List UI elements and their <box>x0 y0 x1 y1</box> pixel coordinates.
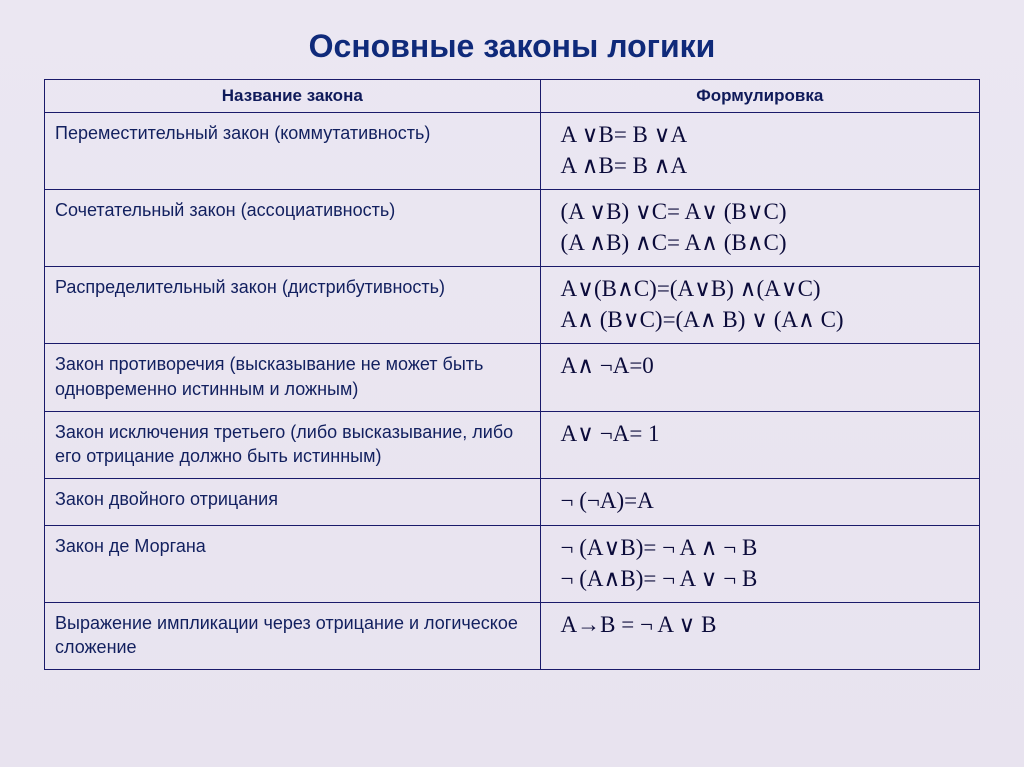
page-title: Основные законы логики <box>44 28 980 65</box>
law-formula: A∨(B∧C)=(A∨B) ∧(A∨C) A∧ (B∨C)=(A∧ B) ∨ (… <box>540 267 979 344</box>
law-name: Закон де Моргана <box>45 525 541 602</box>
table-row: Закон двойного отрицания ¬ (¬A)=A <box>45 479 980 525</box>
law-formula: A→B = ¬ A ∨ B <box>540 602 979 670</box>
table-row: Распределительный закон (дистрибутивност… <box>45 267 980 344</box>
law-formula: ¬ (¬A)=A <box>540 479 979 525</box>
law-name: Закон двойного отрицания <box>45 479 541 525</box>
col-header-formula: Формулировка <box>540 80 979 113</box>
table-header-row: Название закона Формулировка <box>45 80 980 113</box>
law-formula: A∧ ¬A=0 <box>540 344 979 412</box>
law-name: Выражение импликации через отрицание и л… <box>45 602 541 670</box>
laws-table: Название закона Формулировка Переместите… <box>44 79 980 670</box>
law-formula: A∨ ¬A= 1 <box>540 411 979 479</box>
law-formula: A ∨B= B ∨A A ∧B= B ∧A <box>540 113 979 190</box>
col-header-name: Название закона <box>45 80 541 113</box>
law-name: Переместительный закон (коммутативность) <box>45 113 541 190</box>
table-row: Выражение импликации через отрицание и л… <box>45 602 980 670</box>
law-name: Распределительный закон (дистрибутивност… <box>45 267 541 344</box>
law-name: Закон исключения третьего (либо высказыв… <box>45 411 541 479</box>
table-row: Закон противоречия (высказывание не може… <box>45 344 980 412</box>
law-formula: ¬ (A∨B)= ¬ A ∧ ¬ B ¬ (A∧B)= ¬ A ∨ ¬ B <box>540 525 979 602</box>
law-formula: (A ∨B) ∨C= A∨ (B∨C) (A ∧B) ∧C= A∧ (B∧C) <box>540 190 979 267</box>
table-row: Закон исключения третьего (либо высказыв… <box>45 411 980 479</box>
table-row: Закон де Моргана ¬ (A∨B)= ¬ A ∧ ¬ B ¬ (A… <box>45 525 980 602</box>
law-name: Сочетательный закон (ассоциативность) <box>45 190 541 267</box>
table-row: Переместительный закон (коммутативность)… <box>45 113 980 190</box>
law-name: Закон противоречия (высказывание не може… <box>45 344 541 412</box>
table-row: Сочетательный закон (ассоциативность) (A… <box>45 190 980 267</box>
